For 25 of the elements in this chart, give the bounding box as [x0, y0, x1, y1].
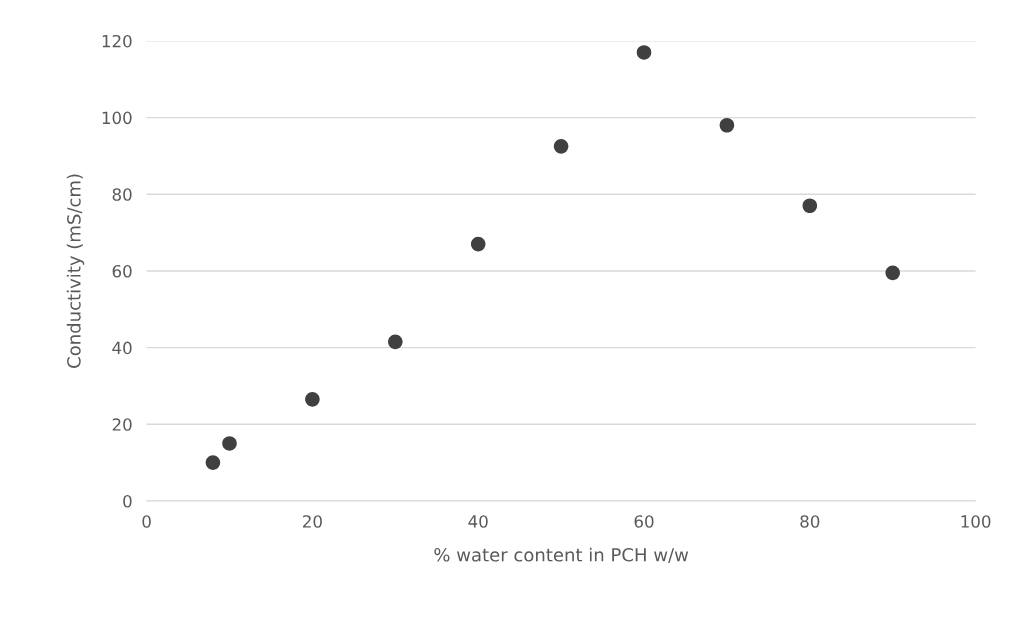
y-tick-label: 80	[112, 188, 132, 201]
point	[470, 236, 486, 252]
point	[885, 265, 900, 281]
y-tick-label: 0	[123, 494, 132, 508]
point	[636, 45, 652, 60]
point	[222, 436, 237, 451]
y-tick-label: 20	[112, 418, 132, 431]
point	[553, 139, 569, 154]
point	[305, 392, 320, 407]
x-tick-label: 100	[961, 515, 991, 528]
x-tick-label: 60	[634, 515, 654, 528]
point	[205, 455, 221, 470]
point	[719, 117, 735, 133]
x-tick-label: 0	[142, 515, 151, 528]
point	[802, 198, 818, 214]
x-tick-label: 80	[800, 515, 820, 528]
x-tick-label: 40	[468, 515, 488, 528]
point	[388, 334, 403, 350]
y-tick-label: 100	[102, 111, 132, 125]
x-tick-label: 20	[303, 515, 322, 528]
x-axis-title: % water content in PCH w/w	[434, 547, 689, 564]
y-axis-title: Conductivity (mS/cm)	[66, 174, 85, 368]
y-tick-label: 40	[112, 341, 132, 355]
y-tick-label: 120	[102, 34, 132, 48]
y-tick-label: 60	[112, 264, 132, 278]
